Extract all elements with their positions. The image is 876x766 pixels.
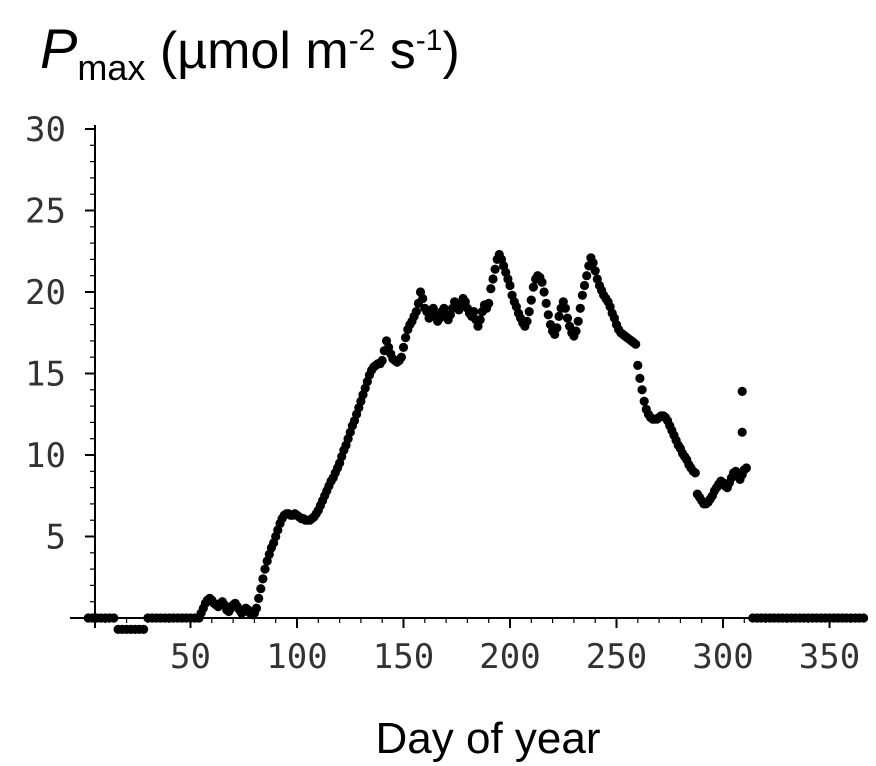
y-tick-label: 15 bbox=[25, 355, 66, 395]
data-point bbox=[469, 307, 479, 317]
data-point bbox=[575, 303, 585, 313]
data-point bbox=[254, 593, 264, 604]
chart-title: Pmax (µmol m-2 s-1) bbox=[40, 17, 460, 88]
y-tick-label: 20 bbox=[25, 273, 66, 313]
y-tick-label: 25 bbox=[25, 192, 66, 232]
data-point bbox=[639, 396, 649, 406]
data-point bbox=[590, 266, 600, 276]
data-point bbox=[562, 313, 573, 323]
data-point bbox=[579, 280, 590, 291]
data-point bbox=[418, 293, 428, 304]
x-tick-label: 350 bbox=[799, 637, 860, 677]
data-point bbox=[560, 303, 571, 313]
data-point bbox=[505, 280, 515, 291]
axes bbox=[70, 125, 868, 628]
tick-marks bbox=[85, 128, 852, 628]
data-point bbox=[411, 307, 421, 317]
data-point bbox=[475, 315, 485, 325]
data-point bbox=[398, 342, 409, 352]
data-point bbox=[588, 258, 598, 268]
title-unit-close: ) bbox=[442, 22, 459, 80]
title-symbol: P bbox=[40, 17, 77, 80]
title-subscript: max bbox=[77, 47, 145, 88]
data-point bbox=[377, 355, 387, 366]
data-point bbox=[543, 310, 553, 320]
data-point bbox=[690, 468, 700, 478]
data-point bbox=[522, 316, 532, 326]
y-tick-label: 10 bbox=[25, 436, 66, 476]
data-point bbox=[396, 352, 406, 362]
data-point bbox=[528, 282, 539, 292]
x-axis-label: Day of year bbox=[376, 714, 601, 763]
data-point bbox=[258, 574, 268, 584]
tick-labels: 50 100 150 200 250 300 350 5 10 15 20 25 30 bbox=[25, 110, 860, 677]
x-tick-label: 100 bbox=[266, 637, 327, 677]
data-point bbox=[109, 613, 119, 623]
data-point bbox=[582, 271, 592, 281]
data-point bbox=[573, 316, 583, 326]
data-point bbox=[537, 277, 547, 287]
y-tick-label: 30 bbox=[25, 110, 66, 150]
data-point bbox=[484, 298, 494, 308]
data-point bbox=[490, 264, 500, 274]
data-point bbox=[859, 613, 869, 623]
data-point bbox=[139, 624, 149, 635]
data-point bbox=[737, 427, 747, 437]
data-point bbox=[635, 373, 645, 383]
data-point bbox=[256, 584, 266, 594]
data-point bbox=[552, 323, 562, 333]
x-tick-label: 300 bbox=[692, 637, 753, 677]
title-exponent-2: -1 bbox=[416, 24, 443, 57]
x-tick-label: 200 bbox=[479, 637, 540, 677]
data-point bbox=[488, 274, 498, 284]
data-point bbox=[577, 290, 588, 300]
data-point bbox=[541, 298, 551, 308]
y-tick-label: 5 bbox=[46, 518, 66, 558]
data-point bbox=[637, 385, 647, 395]
data-point bbox=[539, 287, 549, 297]
data-point bbox=[526, 295, 536, 305]
x-tick-label: 50 bbox=[170, 637, 211, 677]
data-point bbox=[524, 307, 534, 317]
x-tick-label: 150 bbox=[373, 637, 434, 677]
data-point bbox=[571, 326, 581, 336]
data-point bbox=[486, 284, 496, 294]
data-point bbox=[554, 311, 564, 321]
data-point bbox=[251, 603, 262, 613]
title-unit-open: (µmol m bbox=[145, 22, 348, 80]
title-exponent-1: -2 bbox=[349, 24, 376, 57]
data-point bbox=[260, 564, 270, 574]
title-unit-mid: s bbox=[375, 22, 415, 80]
data-point bbox=[741, 463, 752, 473]
data-point bbox=[401, 333, 411, 343]
data-points bbox=[83, 249, 869, 635]
data-point bbox=[633, 360, 643, 370]
x-tick-label: 250 bbox=[586, 637, 647, 677]
data-point bbox=[737, 386, 747, 396]
data-point bbox=[631, 339, 641, 349]
